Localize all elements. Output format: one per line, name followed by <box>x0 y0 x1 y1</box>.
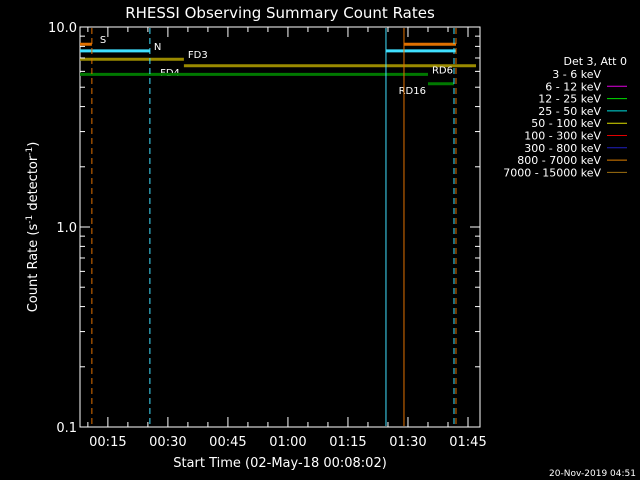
y-axis-label-sup-2: -1 <box>25 147 35 156</box>
x-axis-label: Start Time (02-May-18 00:08:02) <box>173 456 387 471</box>
legend-entry-label: 25 - 50 keV <box>538 105 601 118</box>
y-axis-label-main: Count Rate (s <box>26 224 41 313</box>
flag-bar-label-fd3: FD3 <box>188 50 208 61</box>
flag-bars: SNFD3FD4RD6RD16 <box>80 35 476 97</box>
legend-entry-label: 6 - 12 keV <box>545 80 601 93</box>
footer-timestamp: 20-Nov-2019 04:51 <box>549 469 636 479</box>
chart-title: RHESSI Observing Summary Count Rates <box>125 4 435 22</box>
legend-entry-label: 800 - 7000 keV <box>517 154 601 167</box>
y-axis-label-mid: detector <box>26 155 41 215</box>
y-tick-label: 0.1 <box>56 421 77 436</box>
legend-entry-label: 50 - 100 keV <box>531 117 601 130</box>
y-tick-label: 1.0 <box>56 221 77 236</box>
legend-entry-label: 12 - 25 keV <box>538 93 601 106</box>
legend-entry-label: 100 - 300 keV <box>524 130 601 143</box>
flag-bar-label-rd6: RD6 <box>432 65 453 76</box>
y-axis-label-end: ) <box>26 142 41 147</box>
x-tick-label: 00:45 <box>209 435 246 450</box>
y-tick-label: 10.0 <box>48 21 77 36</box>
legend-entry-label: 300 - 800 keV <box>524 142 601 155</box>
vertical-marker-lines <box>91 28 457 426</box>
x-tick-label: 01:30 <box>389 435 426 450</box>
legend-entry-label: 7000 - 15000 keV <box>503 166 601 179</box>
flag-bar-label-s: S <box>100 35 106 46</box>
legend-entry-label: 3 - 6 keV <box>552 68 601 81</box>
x-tick-label: 01:45 <box>449 435 486 450</box>
x-axis: 00:15 00:30 00:45 01:00 01:15 01:30 01:45 <box>87 27 487 450</box>
legend-title: Det 3, Att 0 <box>564 55 628 68</box>
flag-bar-label-rd16: RD16 <box>399 86 426 97</box>
x-tick-label: 00:30 <box>149 435 186 450</box>
x-tick-label: 01:00 <box>269 435 306 450</box>
x-tick-label: 00:15 <box>89 435 126 450</box>
flag-bar-label-n: N <box>154 42 161 53</box>
x-tick-label: 01:15 <box>329 435 366 450</box>
y-axis-label-sup-1: -1 <box>25 215 35 224</box>
y-axis-label: Count Rate (s-1 detector-1) <box>25 142 41 313</box>
